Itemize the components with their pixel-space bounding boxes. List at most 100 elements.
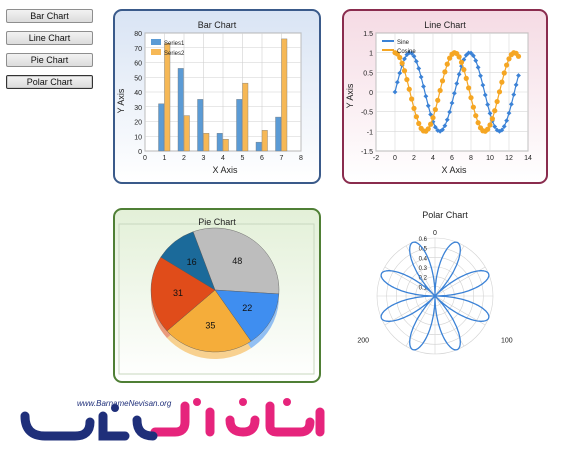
line-chart-x-tick-label: 8 <box>469 155 473 162</box>
line-chart-point-sine <box>506 110 512 116</box>
line-chart-panel: Line Chart X Axis Y Axis -1.5 -1 -0.5 0 0.5 1… <box>342 9 548 184</box>
polar-chart-r-tick-label: 0.3 <box>419 266 428 272</box>
line-chart-point-cosine <box>447 55 453 61</box>
line-chart-y-tick-label: 1.5 <box>363 31 373 38</box>
bar-chart-y-tick-label: 20 <box>134 120 142 127</box>
line-chart-point-cosine <box>485 126 491 132</box>
line-chart-point-cosine <box>463 75 469 81</box>
line-chart-button[interactable]: Line Chart <box>6 31 93 45</box>
pie-chart-button[interactable]: Pie Chart <box>6 53 93 67</box>
bar-chart: Bar Chart X Axis Y Axis 0102030405060708… <box>116 20 303 175</box>
bar-chart-y-tick-label: 80 <box>134 31 142 38</box>
logo-url-text: www.BarnameNevisan.org <box>77 399 172 408</box>
bar-chart-bar-series1 <box>158 103 165 152</box>
line-chart-y-axis-label: Y Axis <box>345 83 355 108</box>
logo-graphic: www.BarnameNevisan.org <box>20 398 325 441</box>
line-chart-x-tick-label: 4 <box>431 155 435 162</box>
line-chart-point-cosine <box>411 105 417 111</box>
bar-chart-y-tick-label: 30 <box>134 105 142 112</box>
line-chart-y-tick-label: -0.5 <box>361 110 373 117</box>
bar-chart-x-tick-label: 7 <box>280 155 284 162</box>
pie-chart: Pie Chart 48 22 35 31 16 <box>118 217 315 375</box>
bar-chart-x-tick-label: 8 <box>299 155 303 162</box>
line-chart-point-cosine <box>432 106 438 113</box>
line-chart-x-tick-label: 12 <box>505 155 513 162</box>
pie-chart-title: Pie Chart <box>198 217 236 227</box>
bar-chart-y-tick-label: 60 <box>134 61 142 68</box>
bar-chart-bar-series2 <box>203 133 210 152</box>
line-chart-point-cosine <box>397 54 403 61</box>
line-chart-point-sine <box>513 82 519 88</box>
line-chart-point-cosine <box>416 120 422 127</box>
line-chart-x-tick-label: 2 <box>412 155 416 162</box>
bar-chart-x-tick-label: 4 <box>221 155 225 162</box>
line-chart-y-tick-label: 0 <box>369 90 373 97</box>
line-chart-point-cosine <box>461 67 467 73</box>
line-chart-x-tick-label: 0 <box>393 155 397 162</box>
bar-chart-bar-series2 <box>164 43 171 152</box>
line-chart-point-cosine <box>468 95 474 101</box>
polar-chart-angle-label: 200 <box>357 337 369 344</box>
line-chart-point-cosine <box>428 121 434 127</box>
pie-chart-slice <box>150 256 216 332</box>
line-chart-point-cosine <box>406 86 412 92</box>
line-chart-point-cosine <box>401 68 408 74</box>
bar-chart-panel: Bar Chart X Axis Y Axis 0 10 20 30 40 50 60 70 8… <box>113 9 321 184</box>
pie-chart-plot-frame <box>118 223 315 375</box>
line-chart-point-cosine <box>430 115 436 121</box>
bar-chart-x-tick-label: 0 <box>143 155 147 162</box>
bar-chart-bar-series1 <box>197 99 204 152</box>
polar-chart-r-tick-label: 0.6 <box>419 237 428 243</box>
polar-chart-angle-label: 100 <box>501 337 513 344</box>
polar-chart-button[interactable]: Polar Chart <box>6 75 93 89</box>
bar-chart-button[interactable]: Bar Chart <box>6 9 93 23</box>
polar-chart-spoke <box>405 295 436 347</box>
bar-chart-y-tick-label: 10 <box>134 134 142 141</box>
line-chart-point-cosine <box>501 70 507 76</box>
bar-chart-bar-series1 <box>255 141 262 152</box>
line-chart-point-cosine <box>437 87 443 94</box>
bar-chart-y-tick-label: 0 <box>138 149 142 156</box>
line-chart-point-cosine <box>413 114 419 120</box>
bar-chart-title: Bar Chart <box>198 20 237 30</box>
line-chart-point-cosine <box>475 120 481 126</box>
polar-chart-spoke <box>434 295 486 326</box>
line-chart-legend-label: Sine <box>397 40 410 46</box>
bar-chart-bar-series1 <box>177 68 184 152</box>
line-chart-point-cosine <box>487 122 493 128</box>
line-chart-point-cosine <box>409 96 415 102</box>
pie-chart-slice-label: 16 <box>187 257 197 267</box>
bar-chart-x-tick-label: 5 <box>241 155 245 162</box>
bar-chart-x-axis-label: X Axis <box>212 165 238 175</box>
bar-chart-x-tick-label: 6 <box>260 155 264 162</box>
line-chart-point-cosine <box>492 108 498 114</box>
line-chart-point-sine <box>485 102 491 107</box>
bar-chart-x-tick-label: 3 <box>202 155 206 162</box>
bar-chart-bar-series2 <box>183 115 190 152</box>
bar-chart-y-tick-label: 50 <box>134 75 142 82</box>
pie-chart-slice-label: 22 <box>242 303 252 313</box>
line-chart-y-tick-label: 0.5 <box>363 70 373 77</box>
line-chart-point-sine <box>516 73 521 78</box>
line-chart-legend-label: Cosine <box>397 49 416 55</box>
polar-chart-r-tick-label: 0.2 <box>419 276 428 282</box>
line-chart: Line Chart X Axis Y Axis -1.5 -1 -0.5 0 0.5 1… <box>345 20 532 175</box>
line-chart-point-cosine <box>458 59 465 65</box>
line-chart-y-tick-label: -1.5 <box>361 149 373 156</box>
pie-chart-slice-label: 35 <box>205 321 215 331</box>
bar-chart-bar-series2 <box>222 138 229 152</box>
polar-chart-title: Polar Chart <box>422 210 468 220</box>
polar-chart-angle-label: 0 <box>433 230 437 237</box>
line-chart-title: Line Chart <box>424 20 466 30</box>
line-chart-point-cosine <box>515 53 522 59</box>
line-chart-x-axis-label: X Axis <box>441 165 467 175</box>
bar-chart-legend-label: Series2 <box>164 51 185 57</box>
polar-chart-panel: Polar Chart 0.1 0.2 0.3 0.4 0.5 0.6 0 100 200 <box>342 208 548 383</box>
polar-chart-r-tick-label: 0.1 <box>419 285 428 291</box>
bar-chart-bar-series1 <box>275 116 282 152</box>
line-chart-x-tick-label: 6 <box>450 155 454 162</box>
line-chart-point-cosine <box>489 116 495 122</box>
bar-chart-bar-series1 <box>236 99 243 152</box>
line-chart-point-sine <box>494 127 500 133</box>
bar-chart-bar-series2 <box>242 82 249 152</box>
